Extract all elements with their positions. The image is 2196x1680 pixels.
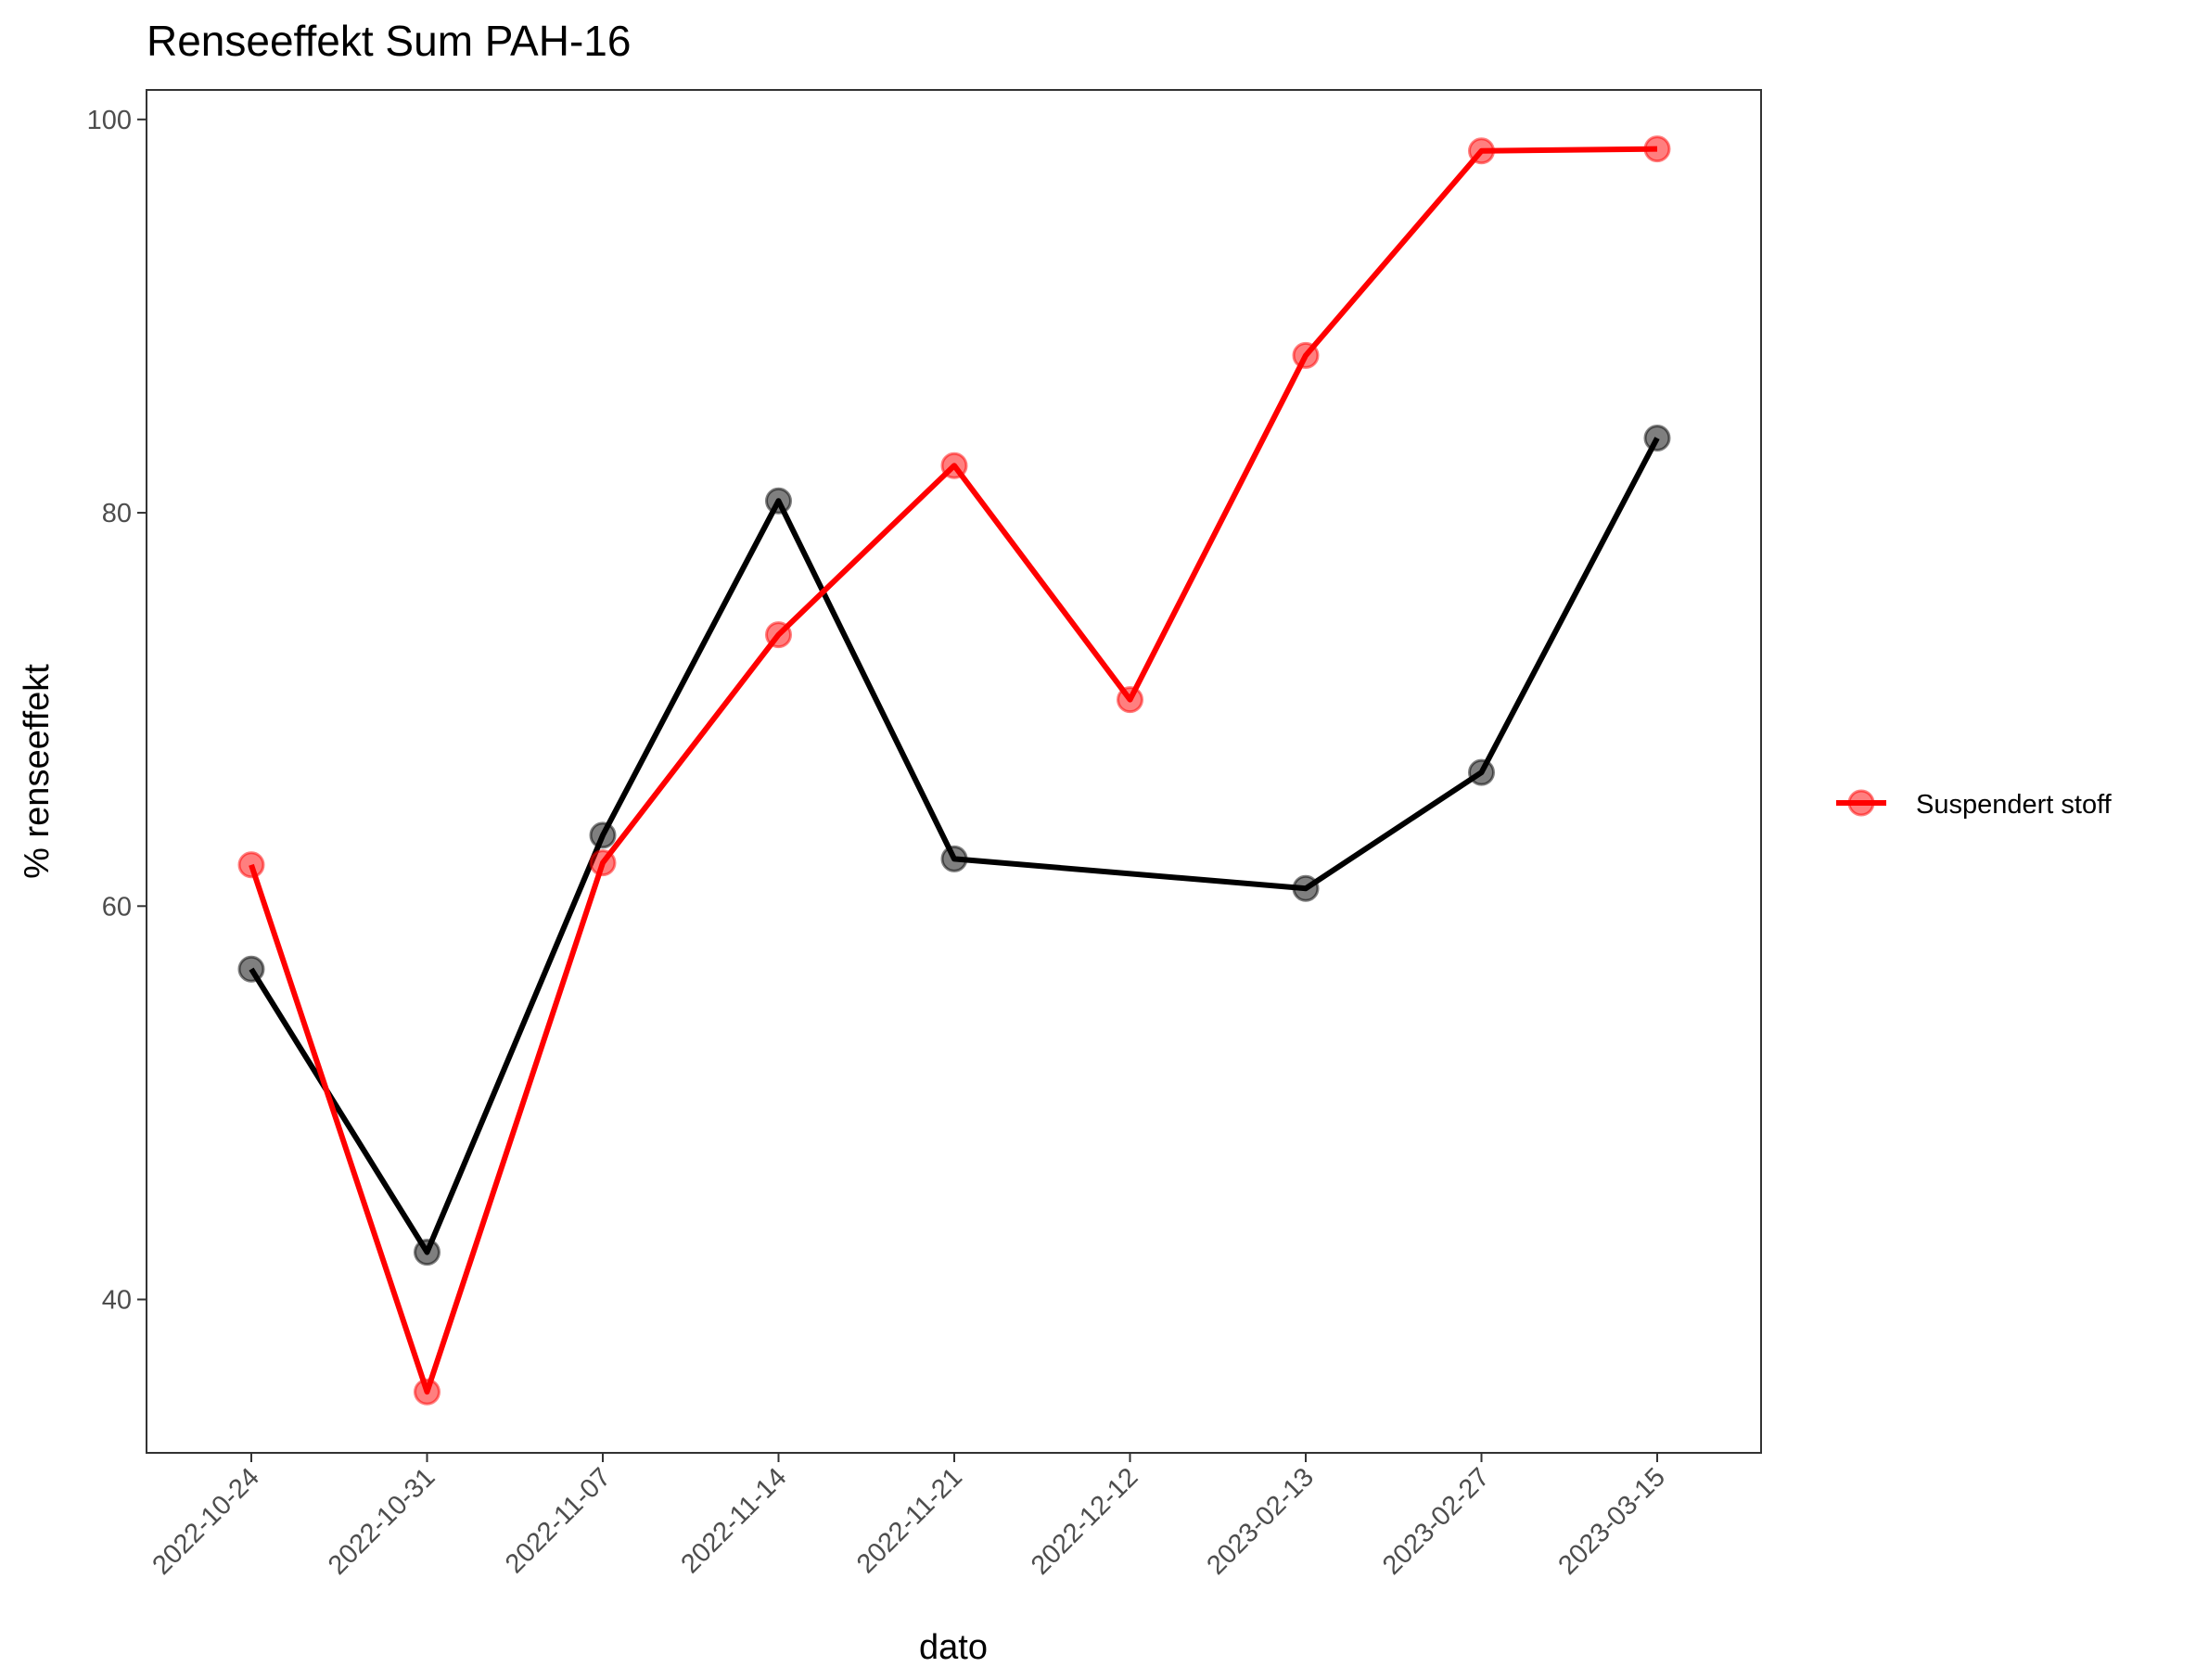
- data-point-suspendert-stoff: [1643, 135, 1671, 163]
- data-point-suspendert-stoff: [1292, 341, 1320, 369]
- data-point-suspendert-stoff: [1117, 686, 1143, 714]
- data-point-series-1: [765, 487, 792, 515]
- data-point-suspendert-stoff: [765, 621, 792, 649]
- y-tick-label: 80: [102, 499, 132, 528]
- x-tick-label: 2022-12-12: [1026, 1462, 1144, 1581]
- data-point-series-1: [414, 1239, 440, 1266]
- x-axis-title: dato: [919, 1628, 988, 1667]
- x-axis: 2022-10-24 2022-10-31 2022-11-07 2022-11-14…: [147, 1453, 1671, 1581]
- x-tick-label: 2023-02-13: [1201, 1462, 1320, 1581]
- data-point-series-1: [1292, 874, 1320, 902]
- x-tick-label: 2022-10-24: [147, 1462, 265, 1581]
- data-point-suspendert-stoff: [589, 849, 617, 877]
- data-point-suspendert-stoff: [414, 1378, 440, 1406]
- y-tick-label: 100: [87, 106, 132, 135]
- y-tick-label: 60: [102, 892, 132, 922]
- x-tick-label: 2022-11-21: [851, 1462, 968, 1579]
- x-tick-label: 2022-10-31: [323, 1462, 441, 1581]
- y-axis-title: % renseeffekt: [18, 664, 57, 879]
- data-point-series-1: [1643, 425, 1671, 452]
- data-point-suspendert-stoff: [1468, 137, 1495, 165]
- y-axis: 40 60 80 100: [87, 106, 147, 1316]
- x-tick-label: 2023-03-15: [1552, 1462, 1671, 1581]
- data-point-series-1: [1468, 758, 1495, 786]
- x-tick-label: 2022-11-14: [675, 1462, 792, 1579]
- y-tick-label: 40: [102, 1286, 132, 1316]
- legend-key-point: [1847, 789, 1875, 817]
- series-line-series-1: [249, 437, 1660, 1255]
- chart-title: Renseeffekt Sum PAH-16: [147, 17, 631, 65]
- plot-panel: [146, 89, 1762, 1454]
- data-point-suspendert-stoff: [237, 851, 265, 879]
- data-point-series-1: [940, 845, 968, 872]
- data-point-suspendert-stoff: [940, 452, 968, 479]
- x-tick-label: 2023-02-27: [1377, 1462, 1496, 1581]
- x-tick-label: 2022-11-07: [500, 1462, 617, 1579]
- data-point-series-1: [589, 821, 617, 849]
- legend: Suspendert stoff: [1836, 789, 2113, 820]
- legend-label-suspendert-stoff: Suspendert stoff: [1916, 790, 2113, 820]
- series-layer: [237, 135, 1671, 1406]
- data-point-series-1: [237, 955, 265, 983]
